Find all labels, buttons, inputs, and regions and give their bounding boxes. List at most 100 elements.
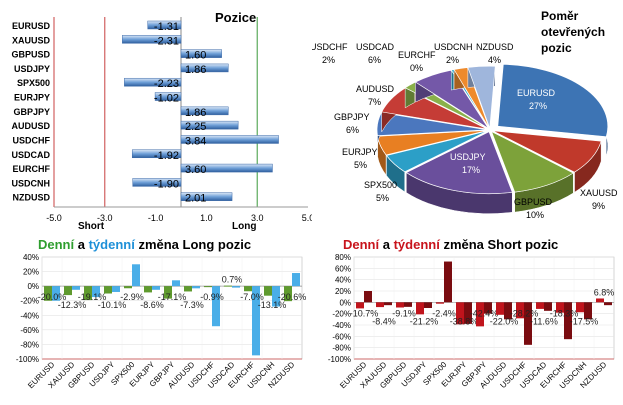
position-bar: [147, 20, 182, 30]
daily-change-bar: [144, 286, 152, 293]
daily-value-label: -8.6%: [140, 300, 164, 310]
y-tick-label: 20%: [23, 268, 39, 277]
weekly-change-bar: [272, 286, 280, 307]
value-label: -1.92: [154, 150, 179, 162]
weekly-change-bar: [112, 286, 120, 292]
daily-value-label: -7.3%: [180, 300, 204, 310]
short-title-daily: Denní: [343, 237, 380, 252]
daily-change-bar: [436, 302, 444, 304]
y-tick-label: 40%: [335, 276, 351, 285]
pie-title-line-1: Poměr: [541, 9, 579, 23]
weekly-change-bar: [404, 302, 412, 307]
y-tick-label: -100%: [16, 355, 39, 364]
daily-value-label: 0.7%: [222, 275, 243, 285]
position-bar: [154, 92, 182, 101]
value-label: 1.60: [185, 50, 206, 62]
daily-value-label: -0.9%: [200, 292, 224, 302]
daily-value-label: -20.0%: [38, 292, 67, 302]
value-label: -1.02: [154, 93, 179, 105]
pie-slice: [405, 131, 513, 195]
daily-value-label: -11.6%: [530, 316, 558, 326]
daily-change-bar: [396, 302, 404, 308]
daily-change-bar: [84, 286, 92, 301]
daily-change-bar: [204, 286, 212, 288]
y-tick-label: -80%: [20, 340, 39, 349]
category-label: USDCNH: [11, 178, 50, 188]
position-bar: [180, 106, 229, 116]
daily-change-bar: [456, 302, 464, 325]
daily-change-bar: [596, 298, 604, 303]
position-bar: [122, 35, 182, 44]
daily-value-label: -10.7%: [350, 308, 379, 318]
value-label: 1.86: [185, 107, 206, 119]
daily-value-label: -2.9%: [120, 292, 144, 302]
x-tick-label: -5.0: [46, 213, 62, 223]
pie-slice-percent: 2%: [322, 55, 335, 65]
y-tick-label: 0%: [27, 282, 39, 291]
y-tick-label: 0%: [339, 298, 351, 307]
y-tick-label: 40%: [23, 253, 39, 262]
y-tick-label: 60%: [335, 264, 351, 273]
weekly-change-bar: [172, 280, 180, 287]
value-label: 3.60: [185, 164, 206, 176]
weekly-change-bar: [464, 302, 472, 324]
pie-slice-name: GBPJPY: [334, 112, 370, 122]
daily-change-bar: [516, 302, 524, 319]
daily-value-label: -20.6%: [278, 292, 307, 302]
weekly-change-bar: [584, 302, 592, 320]
pie-slice-name: EURJPY: [342, 147, 378, 157]
daily-value-label: -12.3%: [58, 300, 87, 310]
long-label: Long: [232, 221, 256, 232]
short-title-weekly: týdenní: [394, 237, 441, 252]
pie-slice-name: USDCNH: [434, 42, 473, 52]
daily-value-label: -18.3%: [550, 308, 579, 318]
y-tick-label: -60%: [20, 326, 39, 335]
category-label: EURUSD: [12, 21, 51, 31]
x-tick-label: 5.0: [302, 213, 312, 223]
weekly-change-bar: [232, 286, 240, 288]
weekly-change-bar: [604, 302, 612, 306]
short-title-and: a: [379, 237, 393, 252]
position-bar: [180, 135, 279, 144]
x-tick-label: -1.0: [148, 213, 164, 223]
daily-value-label: -28.2%: [510, 308, 539, 318]
daily-change-bar: [576, 302, 584, 313]
pie-slice-percent: 6%: [368, 55, 381, 65]
weekly-change-bar: [52, 286, 60, 301]
daily-value-label: -17.1%: [158, 292, 187, 302]
daily-value-label: -38.8%: [450, 316, 479, 326]
weekly-change-bar: [72, 286, 80, 290]
y-tick-label: -20%: [332, 310, 351, 319]
pie-slice: [492, 130, 602, 173]
short-label: Short: [78, 221, 105, 232]
weekly-change-bar: [292, 273, 300, 287]
pie-slice-percent: 5%: [354, 160, 367, 170]
pie-slice-percent: 6%: [346, 125, 359, 135]
daily-change-bar: [476, 302, 484, 327]
position-bar: [180, 163, 273, 173]
daily-change-bar: [44, 286, 52, 301]
category-label: SPX500: [17, 78, 50, 88]
long-title-weekly: týdenní: [89, 237, 136, 252]
x-tick-label: 1.0: [200, 213, 213, 223]
x-tick-label: -3.0: [97, 213, 113, 223]
daily-change-bar: [104, 286, 112, 294]
category-label: GBPJPY: [13, 107, 50, 117]
daily-change-bar: [64, 286, 72, 296]
daily-value-label: -42.4%: [470, 308, 499, 318]
daily-value-label: -21.2%: [410, 316, 439, 326]
daily-change-bar: [244, 286, 252, 292]
y-tick-label: -80%: [332, 344, 351, 353]
pie-slice: [467, 65, 496, 129]
weekly-change-bar: [192, 286, 200, 289]
short-chart-title: Denní a týdenní změna Short pozic: [343, 237, 558, 252]
daily-value-label: -2.4%: [432, 308, 456, 318]
category-label: XAUUSD: [12, 35, 51, 45]
value-label: 2.25: [185, 121, 206, 133]
y-tick-label: 80%: [335, 253, 351, 262]
pie-slice-name: EURUSD: [517, 88, 556, 98]
weekly-change-bar: [132, 264, 140, 287]
daily-change-bar: [284, 286, 292, 302]
value-label: -1.31: [154, 21, 179, 33]
pie-slice: [385, 130, 488, 173]
